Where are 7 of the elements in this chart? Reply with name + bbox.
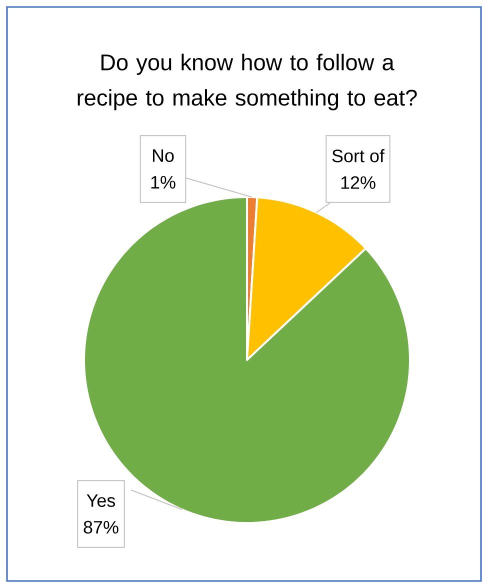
data-label: 12%: [341, 176, 376, 189]
slice-label: No: [152, 149, 174, 162]
data-label: 1%: [151, 176, 176, 189]
slice-label: Sort of: [332, 149, 385, 162]
chart-title: Do you know how to follow a recipe to make something to eat?: [78, 54, 417, 110]
data-label: 87%: [84, 520, 118, 534]
slice-label: Yes: [86, 494, 116, 507]
